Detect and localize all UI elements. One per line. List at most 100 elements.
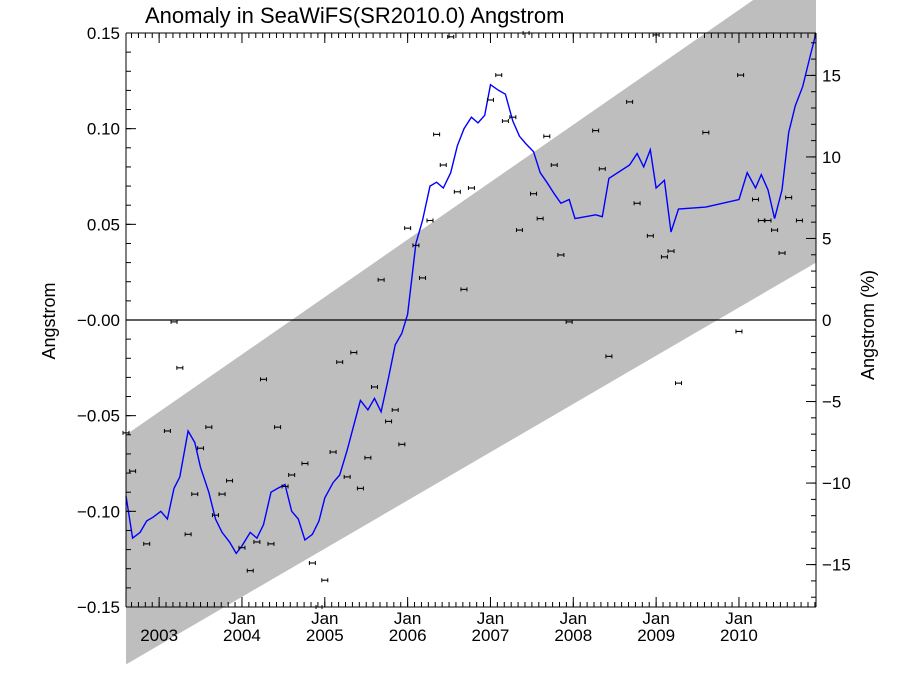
y-tick-label-right: −15 xyxy=(822,556,851,575)
data-point xyxy=(197,446,205,451)
data-point xyxy=(764,218,772,223)
x-tick-label-year: 2008 xyxy=(554,626,592,645)
data-point xyxy=(702,130,710,135)
data-point xyxy=(170,319,178,324)
y-tick-label-left: 0.05 xyxy=(87,215,120,234)
data-point xyxy=(226,478,234,483)
data-point xyxy=(329,450,337,455)
data-point xyxy=(391,407,399,412)
data-point xyxy=(398,442,406,447)
data-point xyxy=(550,163,558,168)
data-point xyxy=(364,455,372,460)
data-point xyxy=(336,360,344,365)
data-point xyxy=(509,115,517,120)
y-tick-label-left: 0.10 xyxy=(87,120,120,139)
data-point xyxy=(288,472,296,477)
data-point xyxy=(660,254,668,259)
data-point xyxy=(543,134,551,139)
data-point xyxy=(433,132,441,137)
x-tick-label-year: 2009 xyxy=(637,626,675,645)
data-point xyxy=(453,189,461,194)
data-points-layer xyxy=(122,31,803,609)
data-point xyxy=(238,545,246,550)
y-axis-title-left: Angstrom xyxy=(39,282,59,359)
data-point xyxy=(771,228,779,233)
data-point xyxy=(515,228,523,233)
data-point xyxy=(735,329,743,334)
x-tick-label-month: Jan xyxy=(642,609,669,628)
data-point xyxy=(129,469,137,474)
data-point xyxy=(785,195,793,200)
data-point xyxy=(350,350,358,355)
data-point xyxy=(757,218,765,223)
smoothed-line xyxy=(125,32,817,555)
y-tick-label-right: 10 xyxy=(822,148,841,167)
data-point xyxy=(467,185,475,190)
data-point xyxy=(274,425,282,430)
data-point xyxy=(205,425,213,430)
x-tick-label-year: 2007 xyxy=(472,626,510,645)
data-point xyxy=(486,97,494,102)
x-tick-label-year: 2005 xyxy=(306,626,344,645)
data-point xyxy=(176,365,184,370)
data-point xyxy=(646,233,654,238)
data-point xyxy=(495,73,503,78)
y-tick-label-right: 15 xyxy=(822,66,841,85)
data-point xyxy=(752,197,760,202)
confidence-band-layer xyxy=(126,0,816,665)
data-point xyxy=(281,484,289,489)
x-tick-label-month: Jan xyxy=(394,609,421,628)
axes-layer: 0.15 0.10 0.05 −0.00 −0.05 −0.10 −0.15 15 10 5 0 −5… xyxy=(77,24,851,645)
data-point xyxy=(356,486,364,491)
data-point xyxy=(530,191,538,196)
x-tick-label-year: 2003 xyxy=(140,626,178,645)
y-tick-label-left: −0.00 xyxy=(77,311,120,330)
data-point xyxy=(626,99,634,104)
y-tick-label-left: −0.05 xyxy=(77,407,120,426)
data-point xyxy=(246,568,254,573)
x-tick-label-month: Jan xyxy=(477,609,504,628)
data-point xyxy=(184,532,192,537)
data-point xyxy=(592,128,600,133)
x-tick-label-month: Jan xyxy=(560,609,587,628)
data-point xyxy=(412,243,420,248)
data-point xyxy=(565,319,573,324)
data-point xyxy=(163,428,171,433)
data-point xyxy=(426,218,434,223)
data-point xyxy=(557,252,565,257)
data-point xyxy=(667,249,675,254)
y-tick-label-right: 5 xyxy=(822,229,831,248)
y-tick-label-left: −0.10 xyxy=(77,502,120,521)
x-tick-label-year: 2004 xyxy=(223,626,261,645)
x-tick-label-month: Jan xyxy=(311,609,338,628)
smoothed-line-layer xyxy=(125,32,817,555)
x-tick-label-month: Jan xyxy=(725,609,752,628)
data-point xyxy=(460,287,468,292)
data-point xyxy=(385,419,393,424)
chart-title: Anomaly in SeaWiFS(SR2010.0) Angstrom xyxy=(145,3,564,28)
data-point xyxy=(598,166,606,171)
data-point xyxy=(439,163,447,168)
data-point xyxy=(321,578,329,583)
y-axis-title-right: Angstrom (%) xyxy=(858,270,878,380)
y-tick-label-left: 0.15 xyxy=(87,24,120,43)
data-point xyxy=(536,216,544,221)
y-tick-label-right: 0 xyxy=(822,311,831,330)
data-point xyxy=(605,354,613,359)
x-tick-label-month: Jan xyxy=(228,609,255,628)
data-point xyxy=(795,218,803,223)
data-point xyxy=(211,513,219,518)
x-tick-label-year: 2010 xyxy=(720,626,758,645)
data-point xyxy=(419,275,427,280)
data-point xyxy=(253,539,261,544)
y-tick-label-right: −5 xyxy=(822,393,841,412)
x-tick-label-year: 2006 xyxy=(389,626,427,645)
confidence-band xyxy=(126,0,816,665)
data-point xyxy=(191,492,199,497)
data-point xyxy=(778,251,786,256)
y-tick-label-right: −10 xyxy=(822,474,851,493)
data-point xyxy=(633,201,641,206)
y-tick-label-left: −0.15 xyxy=(77,598,120,617)
data-point xyxy=(674,381,682,386)
